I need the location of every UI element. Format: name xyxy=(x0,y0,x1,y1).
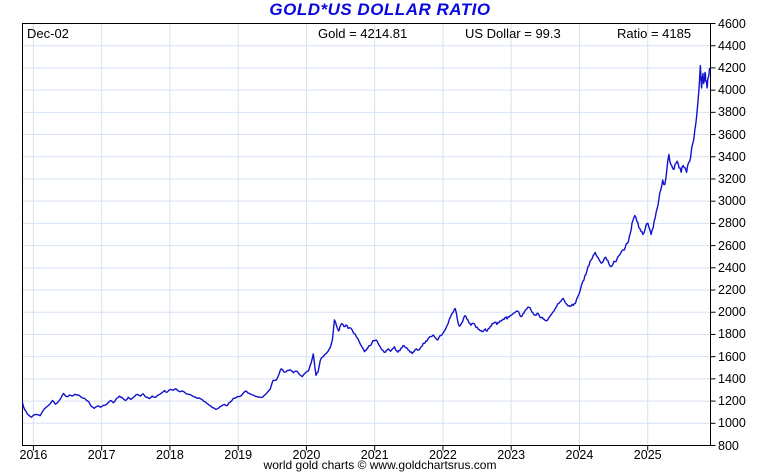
x-axis-tick-label: 2024 xyxy=(565,448,594,462)
plot-border xyxy=(22,23,711,446)
y-axis-tick-label: 3600 xyxy=(718,127,746,142)
y-axis-tick-label: 4600 xyxy=(718,16,746,31)
chart-title: GOLD*US DOLLAR RATIO xyxy=(269,0,491,19)
y-axis-tick-label: 2600 xyxy=(718,238,746,253)
y-axis-tick-label: 3200 xyxy=(718,171,746,186)
x-axis-tick-label: 2022 xyxy=(429,448,457,462)
y-axis-tick-label: 1200 xyxy=(718,394,746,409)
gold-value-label: Gold = 4214.81 xyxy=(318,26,408,41)
y-axis-tick-label: 2400 xyxy=(718,260,746,275)
y-axis-tick-label: 4400 xyxy=(718,38,746,53)
y-axis-tick-label: 800 xyxy=(718,438,739,453)
y-axis-tick-label: 3800 xyxy=(718,105,746,120)
y-axis-tick-label: 2200 xyxy=(718,283,746,298)
y-axis-tick-label: 2000 xyxy=(718,305,746,320)
x-axis-tick-label: 2017 xyxy=(87,448,116,462)
latest-date-label: Dec-02 xyxy=(27,26,69,41)
y-axis-tick-label: 4000 xyxy=(718,83,746,98)
y-axis-tick-label: 1400 xyxy=(718,371,746,386)
y-axis-tick-label: 3000 xyxy=(718,194,746,209)
x-axis-tick-label: 2018 xyxy=(156,448,184,462)
x-axis-tick-label: 2016 xyxy=(19,448,48,462)
x-axis-tick-label: 2020 xyxy=(292,448,321,462)
x-axis-tick-label: 2021 xyxy=(360,448,389,462)
x-axis-tick-label: 2019 xyxy=(224,448,253,462)
y-axis-tick-label: 1600 xyxy=(718,349,746,364)
us-dollar-value-label: US Dollar = 99.3 xyxy=(465,26,561,41)
y-axis-tick-label: 2800 xyxy=(718,216,746,231)
ratio-value-label: Ratio = 4185 xyxy=(617,26,692,41)
x-axis-tick-label: 2025 xyxy=(633,448,662,462)
ratio-price-line xyxy=(21,65,711,418)
y-axis-tick-label: 3400 xyxy=(718,149,746,164)
y-axis-tick-label: 4200 xyxy=(718,60,746,75)
x-axis-tick-label: 2023 xyxy=(497,448,526,462)
y-axis-tick-label: 1000 xyxy=(718,416,746,431)
chart-footer-credit: world gold charts © www.goldchartsrus.co… xyxy=(263,458,497,472)
y-axis-tick-label: 1800 xyxy=(718,327,746,342)
